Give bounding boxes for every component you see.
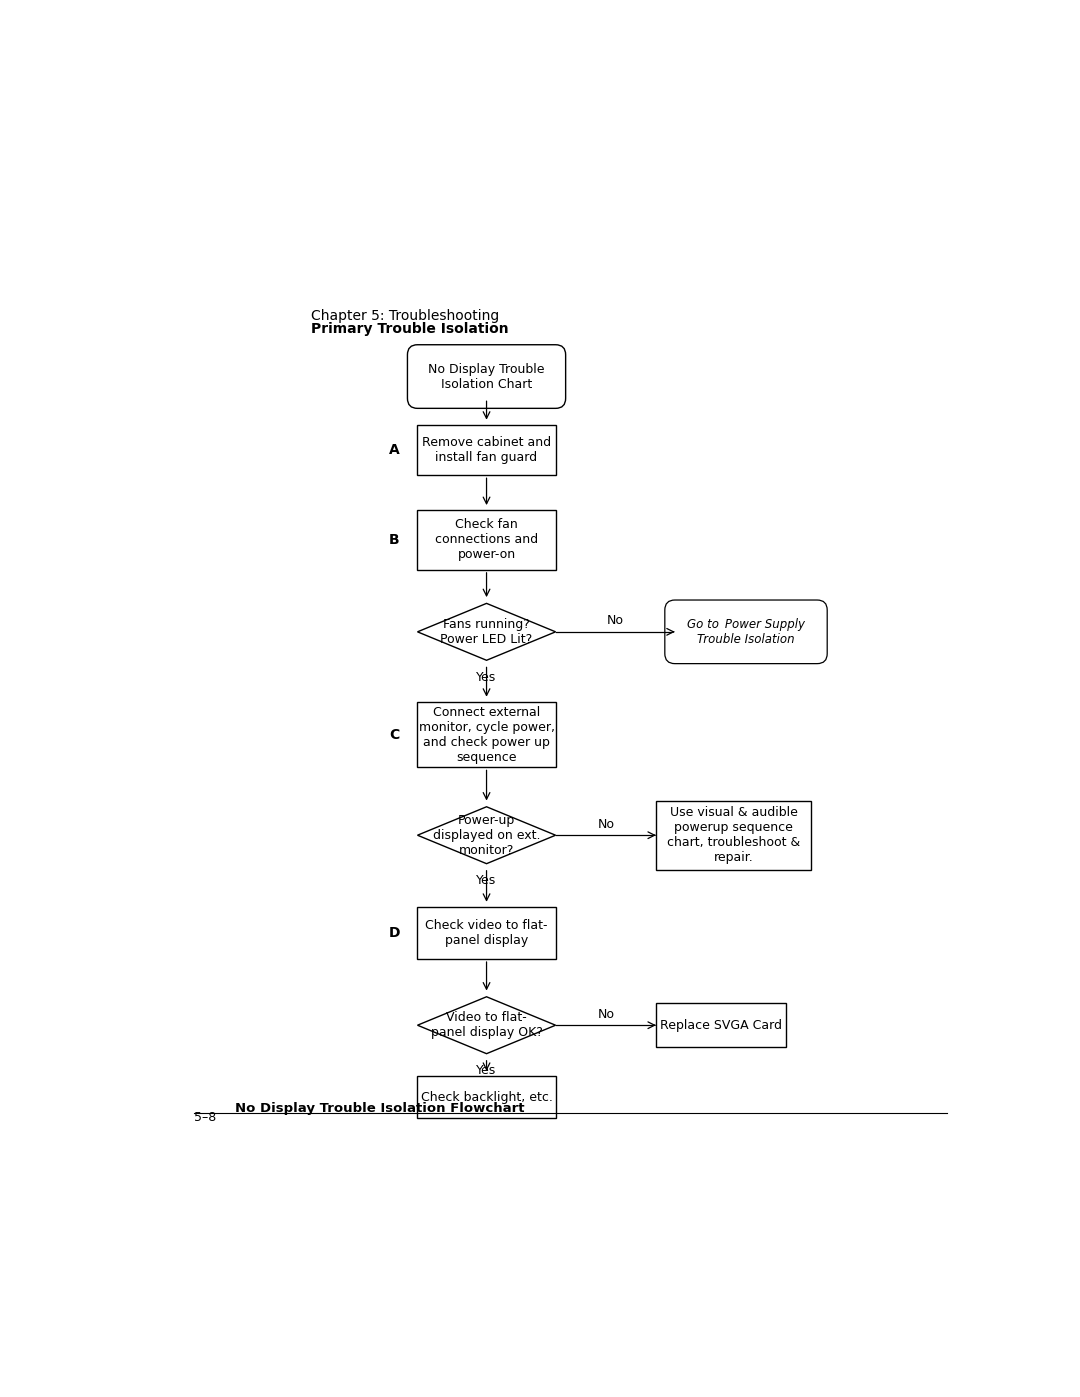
Text: No: No xyxy=(607,615,624,627)
Text: Yes: Yes xyxy=(476,1065,497,1077)
Text: Primary Trouble Isolation: Primary Trouble Isolation xyxy=(311,321,509,335)
Text: No: No xyxy=(597,1007,615,1021)
Text: Fans running?
Power LED Lit?: Fans running? Power LED Lit? xyxy=(441,617,532,645)
Text: Go to Power Supply
Trouble Isolation: Go to Power Supply Trouble Isolation xyxy=(687,617,805,645)
Bar xyxy=(418,425,555,475)
Bar xyxy=(418,907,555,960)
Text: Yes: Yes xyxy=(476,875,497,887)
Polygon shape xyxy=(418,997,555,1053)
Text: Check fan
connections and
power-on: Check fan connections and power-on xyxy=(435,518,538,562)
Text: Remove cabinet and
install fan guard: Remove cabinet and install fan guard xyxy=(422,436,551,464)
Text: Connect external
monitor, cycle power,
and check power up
sequence: Connect external monitor, cycle power, a… xyxy=(419,705,554,764)
Text: No: No xyxy=(597,817,615,831)
FancyBboxPatch shape xyxy=(665,601,827,664)
Text: C: C xyxy=(389,728,400,742)
Text: B: B xyxy=(389,532,400,546)
Text: No Display Trouble
Isolation Chart: No Display Trouble Isolation Chart xyxy=(429,363,544,391)
Text: A: A xyxy=(389,443,400,457)
Bar xyxy=(418,703,555,767)
Bar xyxy=(418,1076,555,1118)
Text: Chapter 5: Troubleshooting: Chapter 5: Troubleshooting xyxy=(311,309,499,323)
FancyBboxPatch shape xyxy=(407,345,566,408)
Text: 5–8: 5–8 xyxy=(193,1111,216,1123)
Text: Use visual & audible
powerup sequence
chart, troubleshoot &
repair.: Use visual & audible powerup sequence ch… xyxy=(666,806,800,865)
Polygon shape xyxy=(418,806,555,863)
Text: Check video to flat-
panel display: Check video to flat- panel display xyxy=(426,919,548,947)
Text: Power-up
displayed on ext.
monitor?: Power-up displayed on ext. monitor? xyxy=(433,813,540,856)
Text: No Display Trouble Isolation Flowchart: No Display Trouble Isolation Flowchart xyxy=(235,1102,525,1115)
Text: D: D xyxy=(389,926,400,940)
Polygon shape xyxy=(418,604,555,661)
Bar xyxy=(418,510,555,570)
Text: Video to flat-
panel display OK?: Video to flat- panel display OK? xyxy=(431,1011,542,1039)
Text: Yes: Yes xyxy=(476,671,497,683)
Bar xyxy=(656,1003,786,1046)
Text: Replace SVGA Card: Replace SVGA Card xyxy=(660,1018,782,1032)
Text: Check backlight, etc.: Check backlight, etc. xyxy=(420,1091,553,1104)
Bar xyxy=(656,800,811,869)
